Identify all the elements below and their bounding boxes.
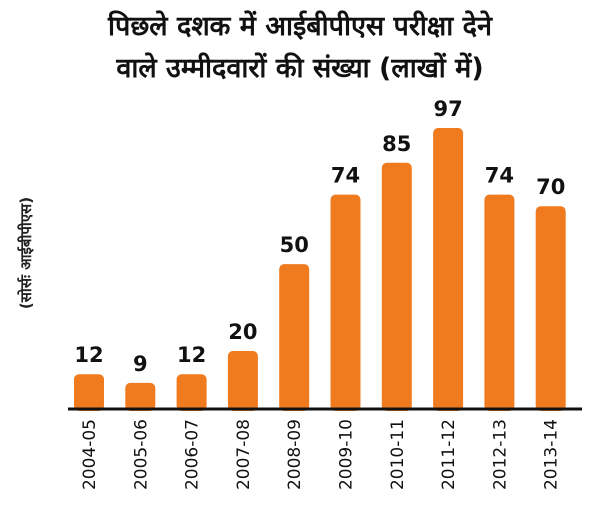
value-label-2008-09: 50 (280, 233, 309, 257)
chart-title: पिछले दशक में आईबीपीएस परीक्षा देने वाले… (0, 6, 600, 90)
bar-2011-12 (433, 128, 464, 411)
value-label-2005-06: 9 (133, 352, 148, 376)
x-tick-label-2004-05: 2004-05 (80, 419, 100, 490)
value-label-2004-05: 12 (74, 343, 103, 367)
bar-2009-10 (330, 194, 361, 411)
x-tick-label-2010-11: 2010-11 (388, 419, 408, 490)
value-label-2009-10: 74 (331, 164, 360, 188)
x-tick-label-2013-14: 2013-14 (542, 419, 562, 490)
bar-2004-05 (74, 374, 104, 411)
bar-2013-14 (535, 206, 566, 411)
value-label-2007-08: 20 (228, 320, 257, 344)
bar-2005-06 (125, 382, 156, 411)
x-tick-labels-group: 2004-05 2005-06 2006-07 2007-08 2008-09 2009-… (80, 419, 562, 490)
value-label-2011-12: 97 (433, 97, 462, 121)
value-label-2012-13: 74 (485, 164, 514, 188)
x-tick-label-2005-06: 2005-06 (131, 419, 151, 490)
bars-group (74, 128, 566, 411)
bar-2006-07 (176, 374, 207, 411)
value-label-2006-07: 12 (177, 343, 206, 367)
chart-title-line-1: पिछले दशक में आईबीपीएस परीक्षा देने (108, 11, 492, 42)
bar-2012-13 (484, 194, 515, 411)
value-label-2010-11: 85 (382, 132, 411, 156)
x-tick-label-2006-07: 2006-07 (183, 419, 203, 490)
chart-title-line-2: वाले उम्मीदवारों की संख्या (लाखों में) (116, 53, 484, 84)
x-tick-label-2007-08: 2007-08 (234, 419, 254, 490)
x-tick-label-2008-09: 2008-09 (285, 419, 305, 490)
x-tick-label-2012-13: 2012-13 (490, 419, 510, 490)
bar-2010-11 (381, 162, 412, 411)
source-note: (सोर्सः आईबीपीएस) (17, 197, 35, 309)
bar-2007-08 (227, 351, 258, 411)
bar-2008-09 (279, 264, 310, 411)
value-labels-group: 12 9 12 20 50 74 85 97 74 70 (74, 97, 565, 376)
x-tick-label-2009-10: 2009-10 (337, 419, 357, 490)
x-tick-label-2011-12: 2011-12 (439, 419, 459, 490)
value-label-2013-14: 70 (536, 175, 565, 199)
